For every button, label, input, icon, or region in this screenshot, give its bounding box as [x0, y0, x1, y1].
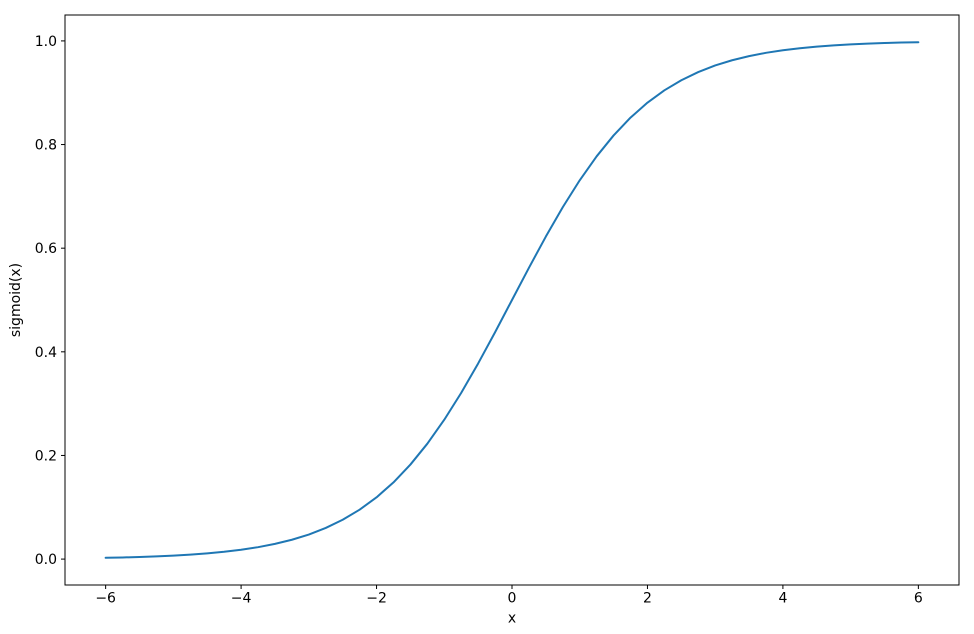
y-tick-label: 1.0: [35, 34, 57, 50]
x-tick-label: 6: [914, 591, 923, 607]
x-tick-label: 2: [643, 591, 652, 607]
sigmoid-curve-line: [104, 41, 920, 559]
x-tick-label: −4: [231, 591, 252, 607]
y-tick-label: 0.8: [35, 138, 57, 154]
y-tick-label: 0.2: [35, 448, 57, 464]
x-axis-label: x: [508, 611, 516, 627]
y-tick-label: 0.4: [35, 345, 57, 361]
y-axis-label: sigmoid(x): [8, 263, 24, 337]
x-tick-label: 0: [508, 591, 517, 607]
x-tick-label: 4: [778, 591, 787, 607]
y-tick-label: 0.6: [35, 241, 57, 257]
x-tick-label: −6: [95, 591, 116, 607]
x-tick-label: −2: [366, 591, 387, 607]
y-tick-label: 0.0: [35, 552, 57, 568]
